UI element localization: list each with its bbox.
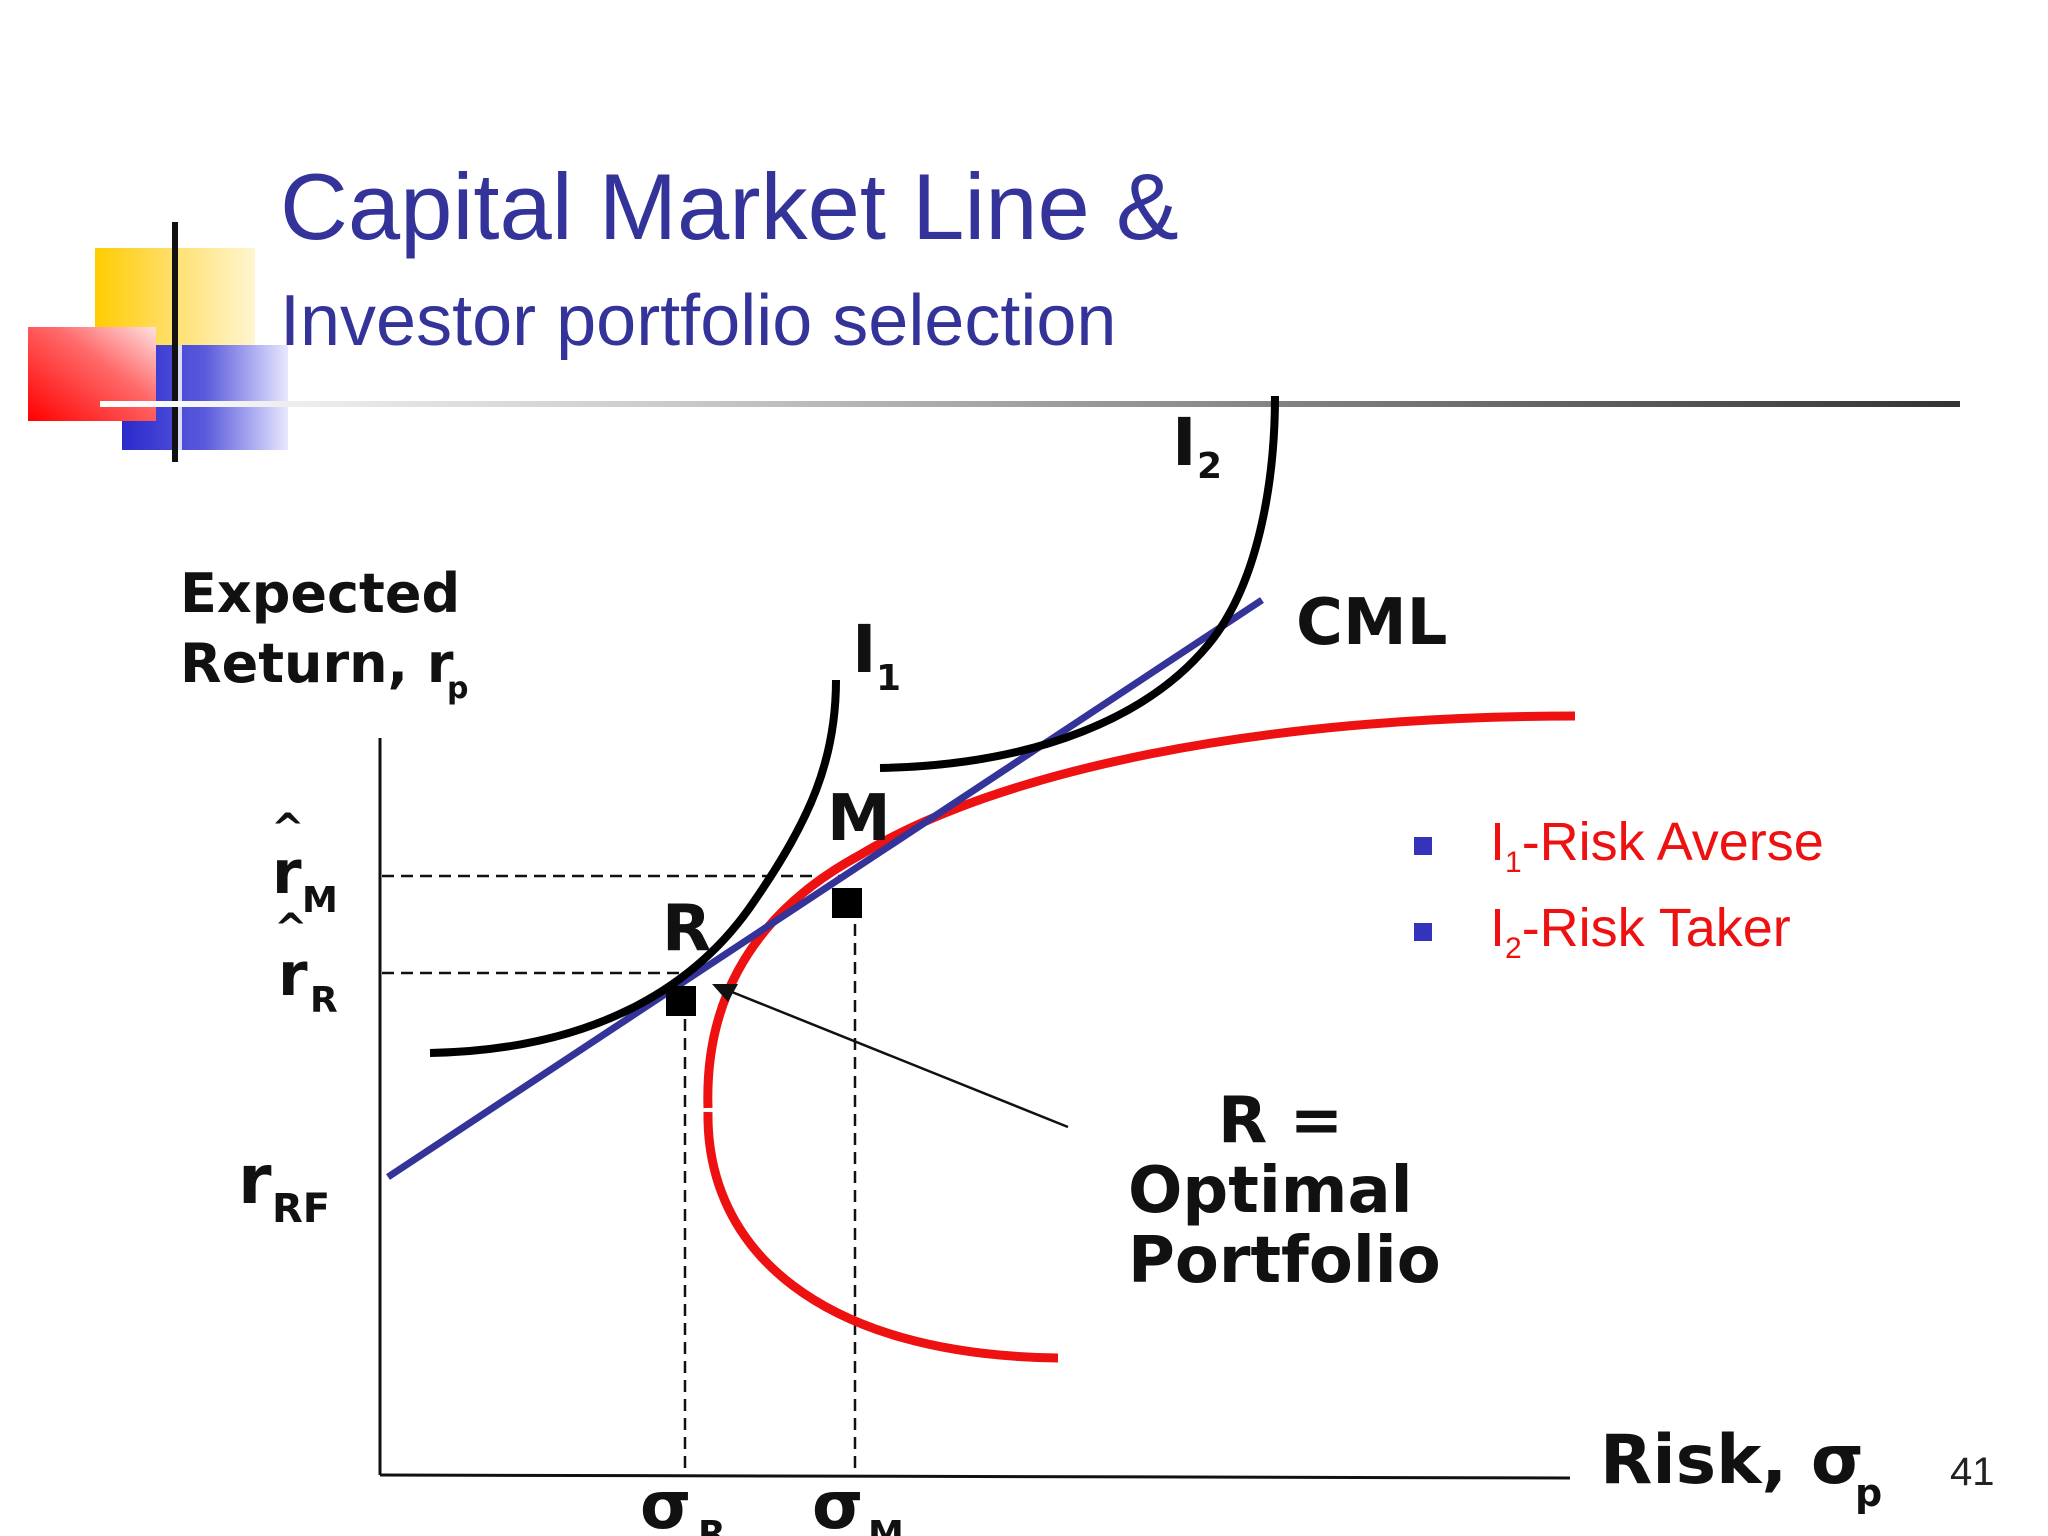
legend-item2-text: -Risk Taker — [1521, 898, 1791, 958]
rM-label: r — [272, 838, 302, 908]
point-R-marker — [666, 986, 696, 1016]
i2-sub: 2 — [1197, 446, 1222, 487]
point-M-marker — [832, 888, 862, 918]
rRF-label: r — [238, 1141, 272, 1220]
sigmaR-label: σ — [640, 1467, 691, 1536]
rRF-sub: RF — [272, 1186, 330, 1232]
efficient-frontier-lower — [703, 1111, 1059, 1363]
legend-item2-sub: 2 — [1505, 931, 1522, 965]
y-axis-label-sub: p — [447, 671, 468, 706]
legend-bullet-icon — [1414, 923, 1432, 941]
sigmaM-label: σ — [812, 1467, 863, 1536]
logo-vertical-bar — [172, 222, 178, 462]
point-M-label: M — [827, 782, 891, 856]
legend-item1-sub: 1 — [1505, 845, 1522, 879]
i2-label: I — [1172, 404, 1197, 481]
x-axis-label: Risk, σ — [1600, 1421, 1864, 1500]
annotation-line2: Optimal — [1128, 1154, 1413, 1228]
i1-label: I — [852, 611, 877, 688]
legend-item1-text: -Risk Averse — [1521, 812, 1824, 872]
slide-logo — [28, 222, 290, 462]
legend-bullet-icon — [1414, 837, 1432, 855]
y-axis-label-line2: Return, r — [180, 632, 454, 695]
sigmaM-sub: M — [868, 1514, 904, 1536]
legend-item1-main: I — [1490, 812, 1506, 872]
rR-hat: ^ — [274, 906, 308, 952]
cml-label: CML — [1296, 586, 1447, 660]
page-number: 41 — [1950, 1450, 1995, 1494]
y-axis-label-line1: Expected — [180, 562, 460, 625]
i1-sub: 1 — [876, 658, 901, 699]
x-axis-label-sub: p — [1855, 1471, 1882, 1515]
point-R-label: R — [662, 892, 711, 966]
annotation-line1: R = — [1218, 1084, 1343, 1158]
rM-sub: M — [302, 880, 338, 921]
rR-sub: R — [310, 980, 338, 1021]
legend-item2-main: I — [1490, 898, 1506, 958]
slide-subtitle: Investor portfolio selection — [280, 281, 1117, 361]
rR-label: r — [278, 940, 308, 1010]
annotation-line3: Portfolio — [1128, 1224, 1441, 1298]
capital-market-line — [386, 597, 1264, 1180]
indifference-curve-i1 — [429, 679, 840, 1057]
header-rule — [100, 401, 1960, 407]
sigmaR-sub: R — [698, 1514, 726, 1536]
annotation-arrow-line — [721, 986, 1069, 1129]
x-axis — [379, 1473, 1571, 1480]
annotation-arrow-head — [712, 984, 738, 1002]
indifference-curve-i2 — [879, 395, 1279, 772]
rM-hat: ^ — [271, 806, 305, 852]
slide-title: Capital Market Line & — [280, 154, 1179, 259]
